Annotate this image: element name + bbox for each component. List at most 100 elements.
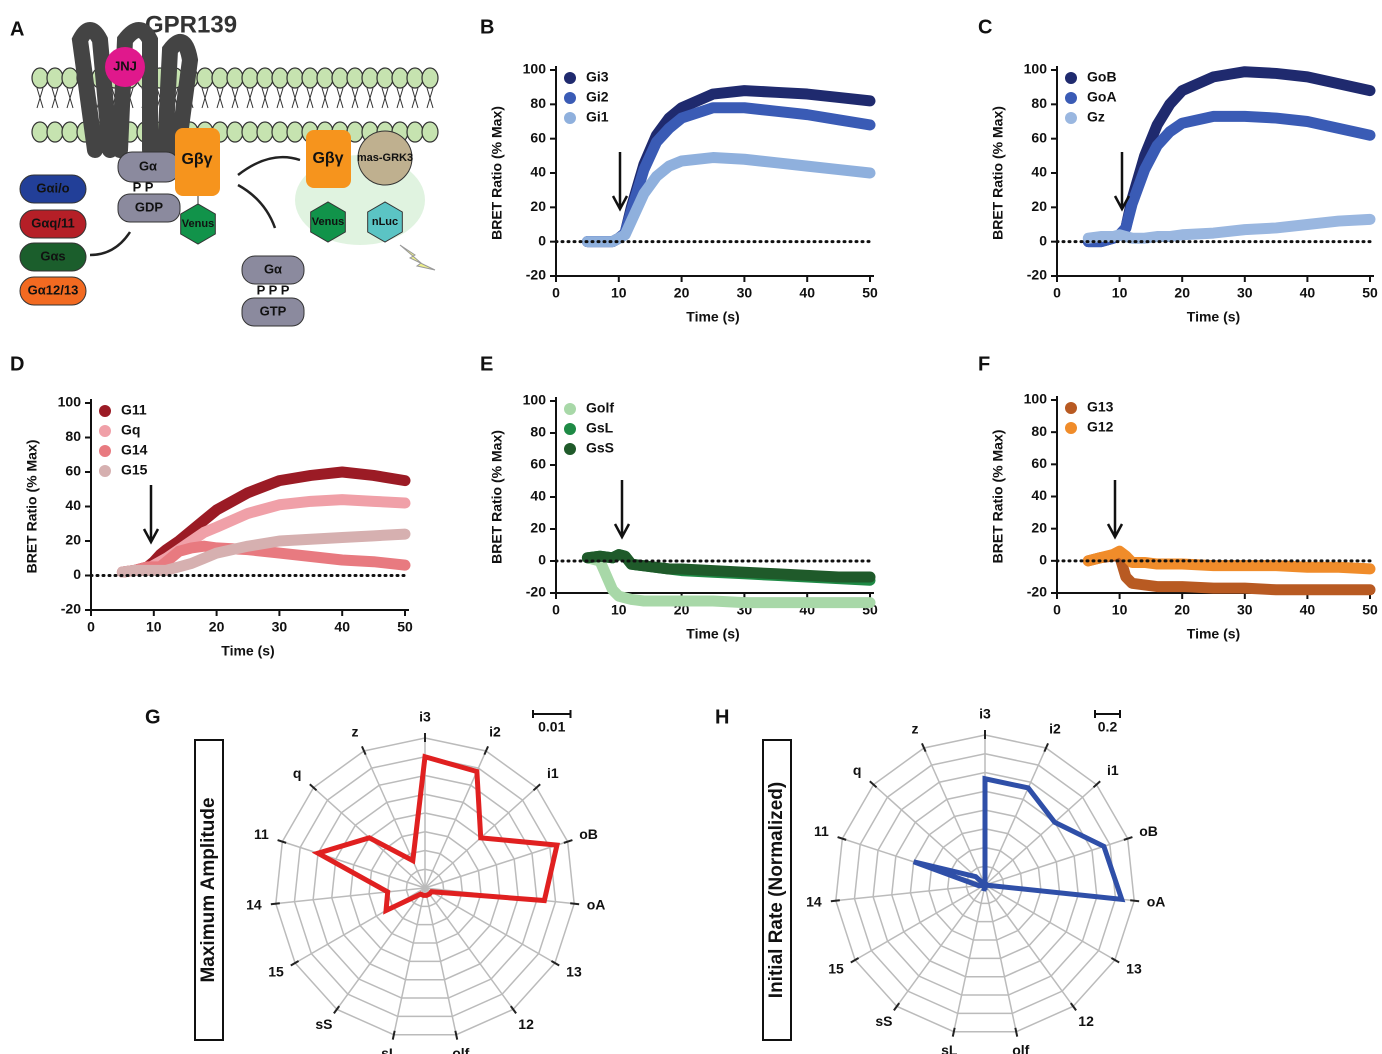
ring (368, 830, 482, 944)
legend-label: G12 (1087, 419, 1114, 435)
lipid (376, 67, 394, 89)
axis-tick (510, 1005, 517, 1014)
ligand-label: JNJ (113, 58, 137, 73)
ring (405, 868, 445, 908)
legend-marker (99, 425, 111, 437)
y-tick-label: -20 (61, 601, 81, 617)
lipid-tail (276, 87, 284, 109)
y-tick-label: 80 (1031, 95, 1047, 111)
x-tick-label: 40 (1300, 602, 1316, 618)
y-axis-title: BRET Ratio (% Max) (489, 106, 505, 240)
legend-marker (1065, 422, 1077, 434)
lipid (196, 67, 214, 89)
lipid-tail (336, 87, 344, 109)
spoke (393, 887, 426, 1035)
arrow (89, 231, 132, 257)
category-label: i3 (979, 706, 991, 722)
category-label: 13 (1126, 961, 1142, 977)
ring (835, 734, 1135, 1033)
x-tick-label: 50 (397, 619, 413, 635)
y-axis-title: BRET Ratio (% Max) (489, 430, 505, 564)
lipid (346, 67, 364, 89)
series-line (1082, 213, 1376, 244)
axis-tick (951, 1027, 956, 1037)
lipid-tail (351, 87, 359, 109)
radar-shape (912, 775, 1126, 903)
category-label: i2 (489, 723, 501, 739)
y-tick-label: 80 (530, 95, 546, 111)
lipid-tail (246, 87, 254, 109)
x-tick-label: 20 (1174, 602, 1190, 618)
g-family (19, 174, 87, 204)
lipid (31, 67, 49, 89)
spoke (984, 884, 1116, 961)
g-family-label: Gαq/11 (31, 215, 74, 230)
axis-tick (309, 783, 318, 792)
ring (946, 846, 1024, 923)
category-label: oA (587, 896, 606, 912)
ring (293, 755, 557, 1018)
panel-label: F (978, 353, 990, 375)
axis-tick (1043, 742, 1049, 753)
y-axis-title: BRET Ratio (% Max) (24, 440, 40, 574)
lipid-tail (321, 87, 329, 109)
category-label: oA (1147, 893, 1166, 909)
series-line (581, 549, 876, 583)
g-alpha-label: Gα (139, 158, 157, 173)
x-tick-label: 10 (1112, 602, 1128, 618)
stimulus-arrow (1113, 152, 1131, 212)
axes (1056, 66, 1374, 277)
y-tick-label: 60 (530, 456, 546, 472)
spoke (835, 884, 986, 902)
category-label: olf (452, 1045, 469, 1054)
axis-tick (1070, 1002, 1077, 1011)
y-tick-label: -20 (1027, 584, 1047, 600)
stimulus-arrow (613, 480, 631, 540)
x-tick-label: 50 (1362, 285, 1378, 301)
ring (853, 752, 1117, 1015)
axis-tick (483, 745, 489, 756)
scale-label: 0.01 (538, 719, 565, 735)
legend-marker (1065, 72, 1077, 84)
lipid-tail (36, 87, 44, 109)
y-axis-title: Initial Rate (Normalized) (766, 782, 787, 998)
lipid-tail (261, 87, 269, 109)
g-family (19, 242, 87, 272)
y-title-box (194, 739, 224, 1041)
legend-marker (564, 403, 576, 415)
legend-marker (1065, 92, 1077, 104)
y-tick-label: 60 (1031, 455, 1047, 471)
x-axis-title: Time (s) (686, 309, 739, 325)
stimulus-arrow (142, 485, 160, 545)
g-alpha-label: Gα (264, 261, 282, 276)
x-tick-label: 0 (87, 619, 95, 635)
legend-label: Gi1 (586, 109, 609, 125)
spoke (336, 887, 426, 1010)
gtp (241, 297, 305, 327)
ring (891, 790, 1079, 978)
legend-marker (564, 423, 576, 435)
g-family (19, 209, 87, 239)
spoke (854, 884, 986, 961)
category-label: olf (1012, 1042, 1029, 1054)
gtp-label: GTP (260, 303, 287, 318)
axis-tick (550, 960, 560, 967)
lipid-tail (411, 87, 419, 109)
lipid (271, 67, 289, 89)
light (399, 244, 436, 271)
diagram: GPR139 JNJ Gα P P GDP Gβγ Venus Gαi/o Gαq/11 Gαs… (19, 11, 439, 327)
category-label: 14 (806, 893, 822, 909)
x-tick-label: 40 (799, 285, 815, 301)
category-label: sS (315, 1016, 332, 1032)
y-tick-label: 80 (530, 424, 546, 440)
x-tick-label: 30 (272, 619, 288, 635)
axis-tick (830, 899, 840, 903)
legend-marker (564, 72, 576, 84)
axis-tick (1123, 836, 1133, 841)
arrow (237, 155, 301, 229)
spoke (424, 840, 568, 889)
lipid-tail (291, 87, 299, 109)
category-label: q (293, 765, 302, 781)
legend-marker (99, 405, 111, 417)
y-tick-label: 0 (73, 566, 81, 582)
